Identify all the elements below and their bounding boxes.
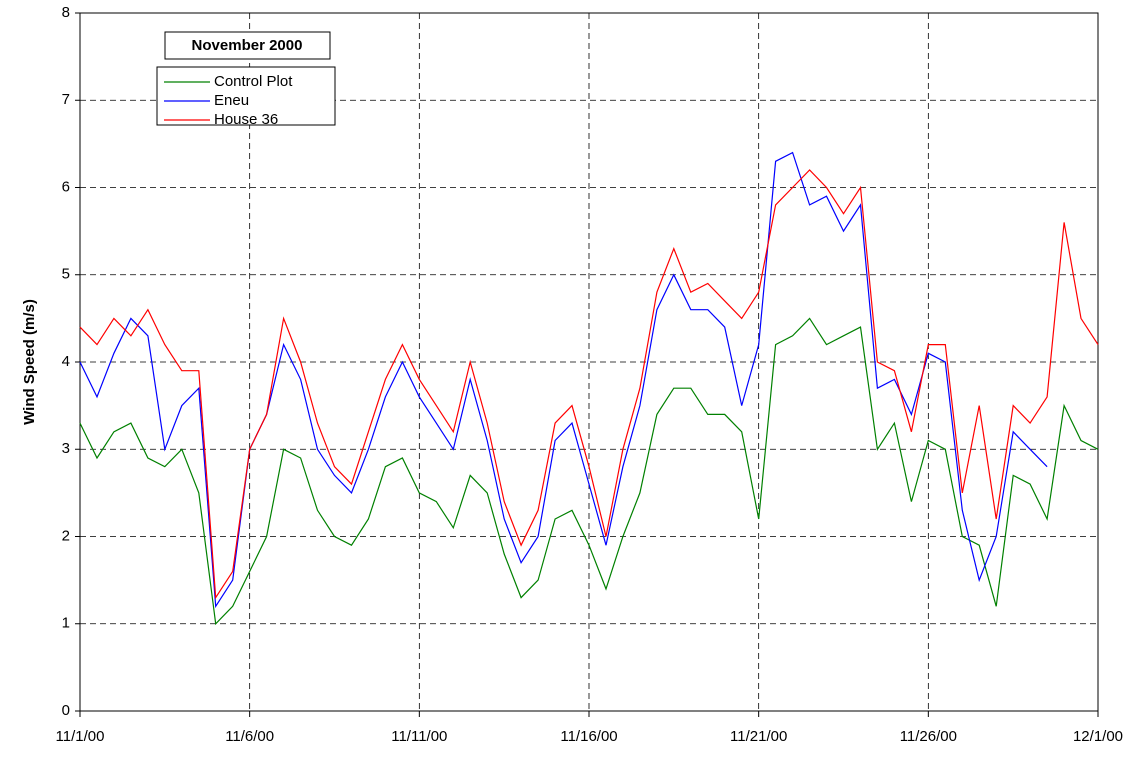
- x-tick-label: 11/6/00: [225, 728, 274, 745]
- legend-title-box: [164, 31, 331, 60]
- y-tick-label: 2: [62, 527, 70, 544]
- series-line: [79, 169, 1099, 600]
- y-tick-label: 1: [62, 615, 70, 632]
- y-tick-label: 7: [62, 91, 70, 108]
- x-tick-label: 12/1/00: [1073, 728, 1123, 745]
- x-tick-label: 11/21/00: [730, 728, 787, 745]
- y-tick-label: 0: [62, 702, 70, 719]
- y-axis-label: Wind Speed (m/s): [21, 299, 38, 425]
- series-line: [79, 317, 1099, 626]
- y-tick-label: 6: [62, 178, 70, 195]
- x-tick-label: 11/16/00: [560, 728, 617, 745]
- y-tick-label: 4: [62, 353, 70, 370]
- y-tick-label: 8: [62, 4, 70, 21]
- legend-label: Eneu: [214, 92, 249, 109]
- y-tick-label: 3: [62, 440, 70, 457]
- legend-label: Control Plot: [214, 73, 293, 90]
- legend-title: November 2000: [192, 37, 303, 54]
- series-line: [79, 151, 1048, 609]
- x-tick-label: 11/11/00: [391, 728, 447, 745]
- legend-box: [156, 66, 336, 126]
- y-tick-label: 5: [62, 266, 70, 283]
- x-tick-label: 11/26/00: [900, 728, 957, 745]
- x-tick-label: 11/1/00: [56, 728, 105, 745]
- legend-label: House 36: [214, 111, 278, 128]
